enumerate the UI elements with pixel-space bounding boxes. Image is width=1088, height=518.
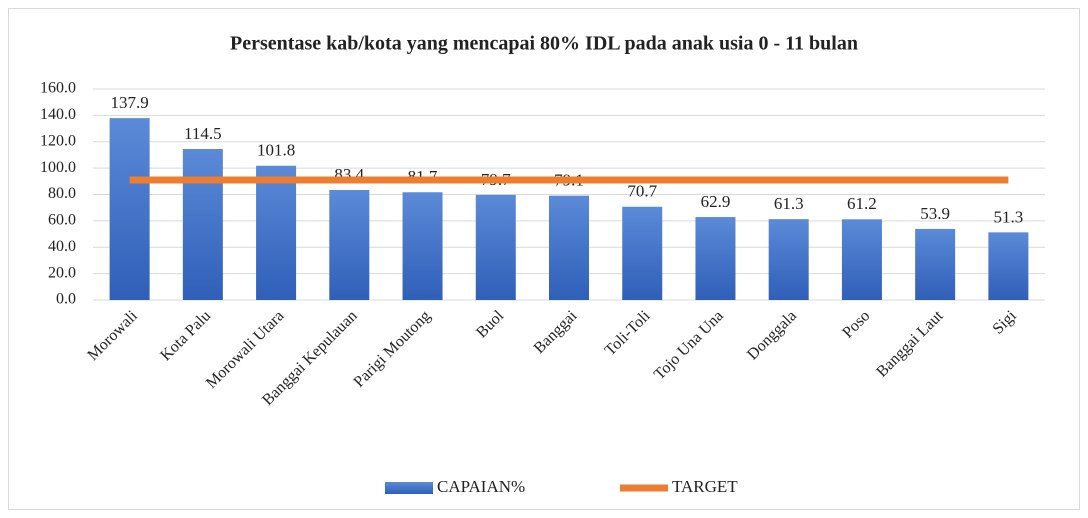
data-label: 61.2 [847, 194, 877, 213]
data-label: 53.9 [920, 204, 950, 223]
bar [768, 219, 809, 300]
y-tick-label: 160.0 [40, 80, 76, 97]
bar [841, 219, 882, 300]
data-label: 62.9 [701, 192, 731, 211]
data-label: 61.3 [774, 194, 804, 213]
data-label: 101.8 [257, 141, 295, 160]
chart-title: Persentase kab/kota yang mencapai 80% ID… [230, 33, 858, 55]
legend-label: CAPAIAN% [437, 477, 525, 496]
y-tick-label: 140.0 [40, 106, 76, 123]
bar [988, 232, 1029, 300]
bar [622, 206, 663, 300]
y-tick-label: 40.0 [48, 238, 76, 255]
y-tick-label: 0.0 [56, 291, 76, 308]
bar [549, 195, 589, 300]
bar [329, 190, 370, 300]
bar [475, 194, 516, 300]
bar [915, 228, 956, 300]
data-label: 70.7 [627, 182, 657, 201]
bar [695, 217, 736, 300]
legend-label: TARGET [672, 477, 738, 496]
y-tick-label: 20.0 [48, 264, 76, 281]
legend-swatch [385, 482, 433, 494]
y-tick-label: 100.0 [40, 159, 76, 176]
y-tick-label: 60.0 [48, 212, 76, 229]
bar [109, 118, 150, 300]
data-label: 114.5 [184, 124, 222, 143]
y-tick-label: 120.0 [40, 132, 76, 149]
bar [402, 192, 443, 300]
y-tick-label: 80.0 [48, 185, 76, 202]
data-label: 51.3 [994, 207, 1024, 226]
bar [256, 165, 297, 300]
data-label: 137.9 [110, 93, 148, 112]
bar [182, 149, 223, 300]
